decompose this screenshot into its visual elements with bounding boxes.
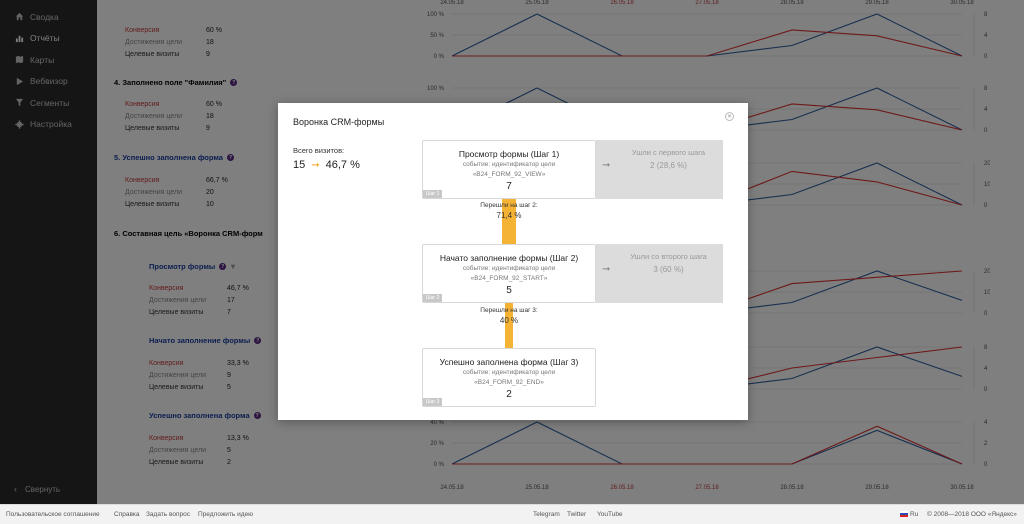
language-label: Ru: [910, 511, 919, 518]
language-switch[interactable]: Ru: [900, 511, 918, 518]
transition-value: 71,4 %: [496, 211, 522, 220]
step-event: событие: идентификатор цели: [462, 369, 556, 376]
step-goal-id: «B24_FORM_92_VIEW»: [472, 171, 546, 178]
funnel-arrow-1: [502, 199, 516, 244]
dropoff-label: Ушли со второго шага: [630, 252, 707, 261]
footer-link-ask[interactable]: Задать вопрос: [146, 511, 190, 518]
dropoff-label: Ушли с первого шага: [631, 148, 706, 157]
transition-label: Перешли на шаг 3:: [480, 307, 538, 314]
footer: Пользовательское соглашение Справка Зада…: [0, 504, 1024, 524]
step-title: Просмотр формы (Шаг 1): [458, 149, 560, 159]
transition-1: Перешли на шаг 2: 71,4 %: [422, 202, 596, 220]
funnel-step-2: Начато заполнение формы (Шаг 2) событие:…: [422, 244, 596, 303]
flag-icon: [900, 511, 908, 518]
transition-value: 40 %: [499, 316, 519, 325]
step-tag: Шаг 1: [423, 190, 443, 198]
step-count: 7: [506, 181, 512, 192]
step-goal-id: «B24_FORM_92_END»: [474, 379, 544, 386]
footer-link-suggest[interactable]: Предложить идею: [198, 511, 254, 518]
arrow-right-icon: ➞: [602, 160, 611, 171]
total-visits-value: 15: [293, 159, 306, 171]
funnel-arrow-2: [505, 303, 513, 348]
step-event: событие: идентификатор цели: [462, 265, 556, 272]
funnel-modal: Воронка CRM-формы ✕ Всего визитов: 15 ➞ …: [278, 103, 748, 420]
footer-link-youtube[interactable]: YouTube: [597, 511, 623, 518]
step-title: Начато заполнение формы (Шаг 2): [439, 253, 579, 263]
close-icon[interactable]: ✕: [725, 112, 734, 121]
transition-label: Перешли на шаг 2:: [480, 202, 538, 209]
modal-title: Воронка CRM-формы: [293, 117, 385, 127]
funnel-step-3: Успешно заполнена форма (Шаг 3) событие:…: [422, 348, 596, 407]
footer-link-agreement[interactable]: Пользовательское соглашение: [6, 511, 100, 518]
funnel-step-1: Просмотр формы (Шаг 1) событие: идентифи…: [422, 140, 596, 199]
dropoff-step-2: ➞ Ушли со второго шага 3 (60 %): [596, 244, 723, 303]
step-count: 2: [506, 389, 512, 400]
footer-link-help[interactable]: Справка: [114, 511, 140, 518]
dropoff-value: 3 (60 %): [653, 265, 684, 274]
arrow-right-icon: ➞: [311, 159, 320, 171]
total-visits-label: Всего визитов:: [293, 146, 345, 155]
total-conversion-value: 46,7 %: [325, 159, 360, 171]
footer-link-twitter[interactable]: Twitter: [567, 511, 587, 518]
dropoff-step-1: ➞ Ушли с первого шага 2 (28,6 %): [596, 140, 723, 199]
step-tag: Шаг 2: [423, 294, 443, 302]
step-event: событие: идентификатор цели: [462, 161, 556, 168]
arrow-right-icon: ➞: [602, 264, 611, 275]
step-tag: Шаг 3: [423, 398, 443, 406]
step-count: 5: [506, 285, 512, 296]
total-visits-summary: 15 ➞ 46,7 %: [293, 159, 360, 171]
footer-link-telegram[interactable]: Telegram: [533, 511, 560, 518]
copyright: © 2008—2018 ООО «Яндекс»: [927, 511, 1017, 518]
transition-2: Перешли на шаг 3: 40 %: [422, 307, 596, 325]
dropoff-value: 2 (28,6 %): [650, 161, 687, 170]
step-title: Успешно заполнена форма (Шаг 3): [439, 357, 579, 367]
step-goal-id: «B24_FORM_92_START»: [470, 275, 548, 282]
